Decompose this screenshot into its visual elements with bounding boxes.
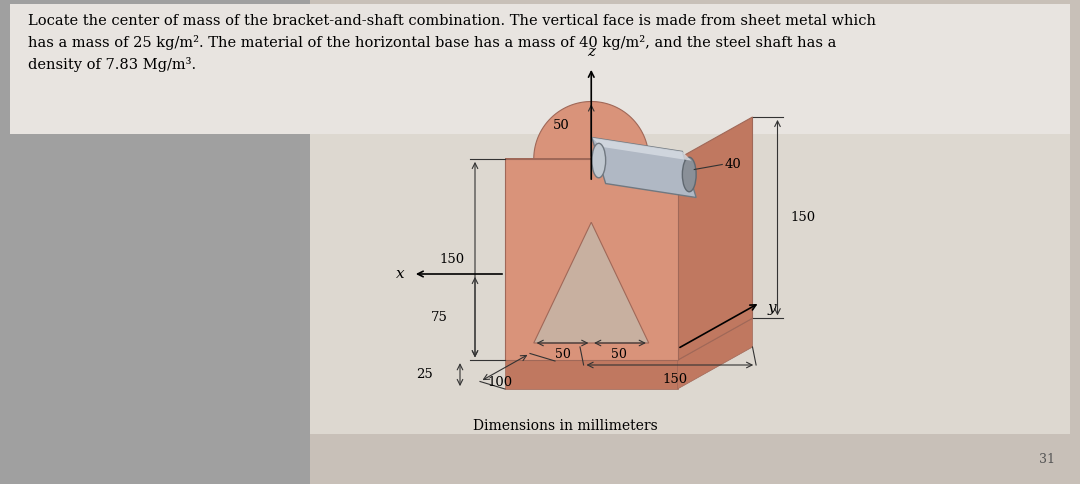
Text: 50: 50 xyxy=(555,348,571,362)
Text: 150: 150 xyxy=(662,373,687,386)
Bar xyxy=(310,14,1070,434)
Ellipse shape xyxy=(592,143,606,178)
Text: Dimensions in millimeters: Dimensions in millimeters xyxy=(473,419,658,433)
Polygon shape xyxy=(534,222,649,343)
Polygon shape xyxy=(505,159,677,360)
Polygon shape xyxy=(505,102,677,159)
Text: Locate the center of mass of the bracket-and-shaft combination. The vertical fac: Locate the center of mass of the bracket… xyxy=(28,14,876,73)
Text: x: x xyxy=(396,267,405,281)
Text: y: y xyxy=(768,301,777,315)
Text: 150: 150 xyxy=(791,211,815,224)
Text: z: z xyxy=(588,45,595,59)
Text: 25: 25 xyxy=(416,368,433,381)
Text: 75: 75 xyxy=(431,311,448,324)
Text: 150: 150 xyxy=(440,253,465,266)
Polygon shape xyxy=(677,318,753,389)
Polygon shape xyxy=(592,137,697,197)
Ellipse shape xyxy=(683,157,697,192)
Bar xyxy=(10,4,1070,134)
Text: 31: 31 xyxy=(1039,453,1055,466)
Polygon shape xyxy=(505,318,753,360)
Text: 50: 50 xyxy=(611,348,627,362)
Bar xyxy=(0,0,310,484)
Text: 100: 100 xyxy=(487,376,513,389)
Bar xyxy=(310,0,1080,484)
Text: 40: 40 xyxy=(725,158,741,171)
Polygon shape xyxy=(592,137,691,161)
Polygon shape xyxy=(505,360,677,389)
Text: 50: 50 xyxy=(553,119,569,132)
Polygon shape xyxy=(677,117,753,360)
